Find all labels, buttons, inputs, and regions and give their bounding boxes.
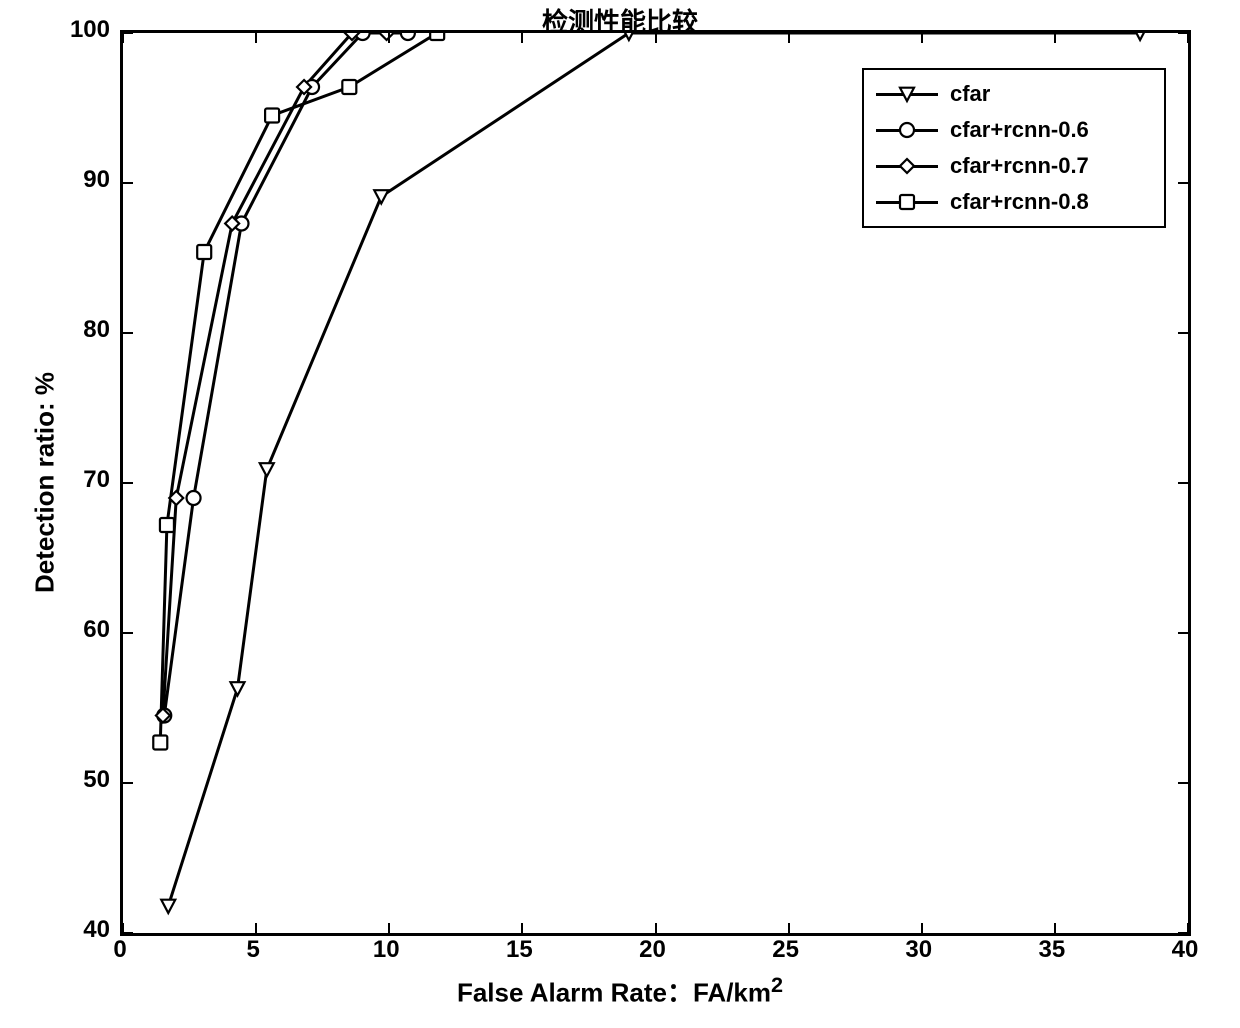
x-tick-top	[521, 33, 523, 43]
y-tick-right	[1178, 32, 1188, 34]
y-tick-right	[1178, 182, 1188, 184]
y-tick-right	[1178, 932, 1188, 934]
x-tick	[1054, 923, 1056, 933]
y-tick-right	[1178, 482, 1188, 484]
legend-marker-diamond	[897, 156, 917, 176]
x-tick-label: 30	[889, 936, 949, 964]
x-tick	[388, 923, 390, 933]
y-tick	[123, 332, 133, 334]
y-tick-right	[1178, 782, 1188, 784]
x-tick-top	[788, 33, 790, 43]
legend-label: cfar+rcnn-0.8	[950, 189, 1089, 215]
x-axis-label: False Alarm Rate：FA/km2	[0, 972, 1240, 1010]
x-tick	[255, 923, 257, 933]
x-tick-top	[1054, 33, 1056, 43]
legend-label: cfar+rcnn-0.6	[950, 117, 1089, 143]
series-line-cfar+rcnn-0.8	[160, 33, 437, 743]
y-tick	[123, 482, 133, 484]
y-tick-right	[1178, 332, 1188, 334]
x-tick-label: 40	[1155, 936, 1215, 964]
x-tick-top	[122, 33, 124, 43]
x-tick-top	[388, 33, 390, 43]
legend-item: cfar+rcnn-0.8	[864, 184, 1164, 220]
y-tick-label: 40	[50, 916, 110, 944]
x-tick-top	[921, 33, 923, 43]
y-tick-label: 50	[50, 766, 110, 794]
x-tick-label: 5	[223, 936, 283, 964]
legend-box: cfar cfar+rcnn-0.6 cfar+rcnn-0.7 cfar+rcnn-…	[862, 68, 1166, 228]
legend-item: cfar	[864, 76, 1164, 112]
y-tick-right	[1178, 632, 1188, 634]
y-tick	[123, 32, 133, 34]
x-tick	[921, 923, 923, 933]
x-tick-label: 35	[1022, 936, 1082, 964]
legend-label: cfar+rcnn-0.7	[950, 153, 1089, 179]
y-tick-label: 100	[50, 16, 110, 44]
y-tick-label: 90	[50, 166, 110, 194]
x-tick-label: 15	[489, 936, 549, 964]
x-tick-top	[255, 33, 257, 43]
x-tick	[521, 923, 523, 933]
y-tick-label: 80	[50, 316, 110, 344]
y-tick-label: 60	[50, 616, 110, 644]
legend-item: cfar+rcnn-0.6	[864, 112, 1164, 148]
legend-label: cfar	[950, 81, 990, 107]
legend-marker-square	[897, 192, 917, 212]
x-tick-top	[1187, 33, 1189, 43]
x-tick	[788, 923, 790, 933]
y-tick	[123, 782, 133, 784]
legend-item: cfar+rcnn-0.7	[864, 148, 1164, 184]
y-tick	[123, 932, 133, 934]
y-tick	[123, 632, 133, 634]
x-tick-top	[655, 33, 657, 43]
x-tick-label: 20	[623, 936, 683, 964]
y-tick	[123, 182, 133, 184]
x-tick	[655, 923, 657, 933]
legend-marker-triangle-down	[897, 84, 917, 104]
series-line-cfar+rcnn-0.7	[163, 33, 387, 716]
y-tick-label: 70	[50, 466, 110, 494]
legend-marker-circle	[897, 120, 917, 140]
x-tick-label: 10	[356, 936, 416, 964]
x-tick-label: 25	[756, 936, 816, 964]
